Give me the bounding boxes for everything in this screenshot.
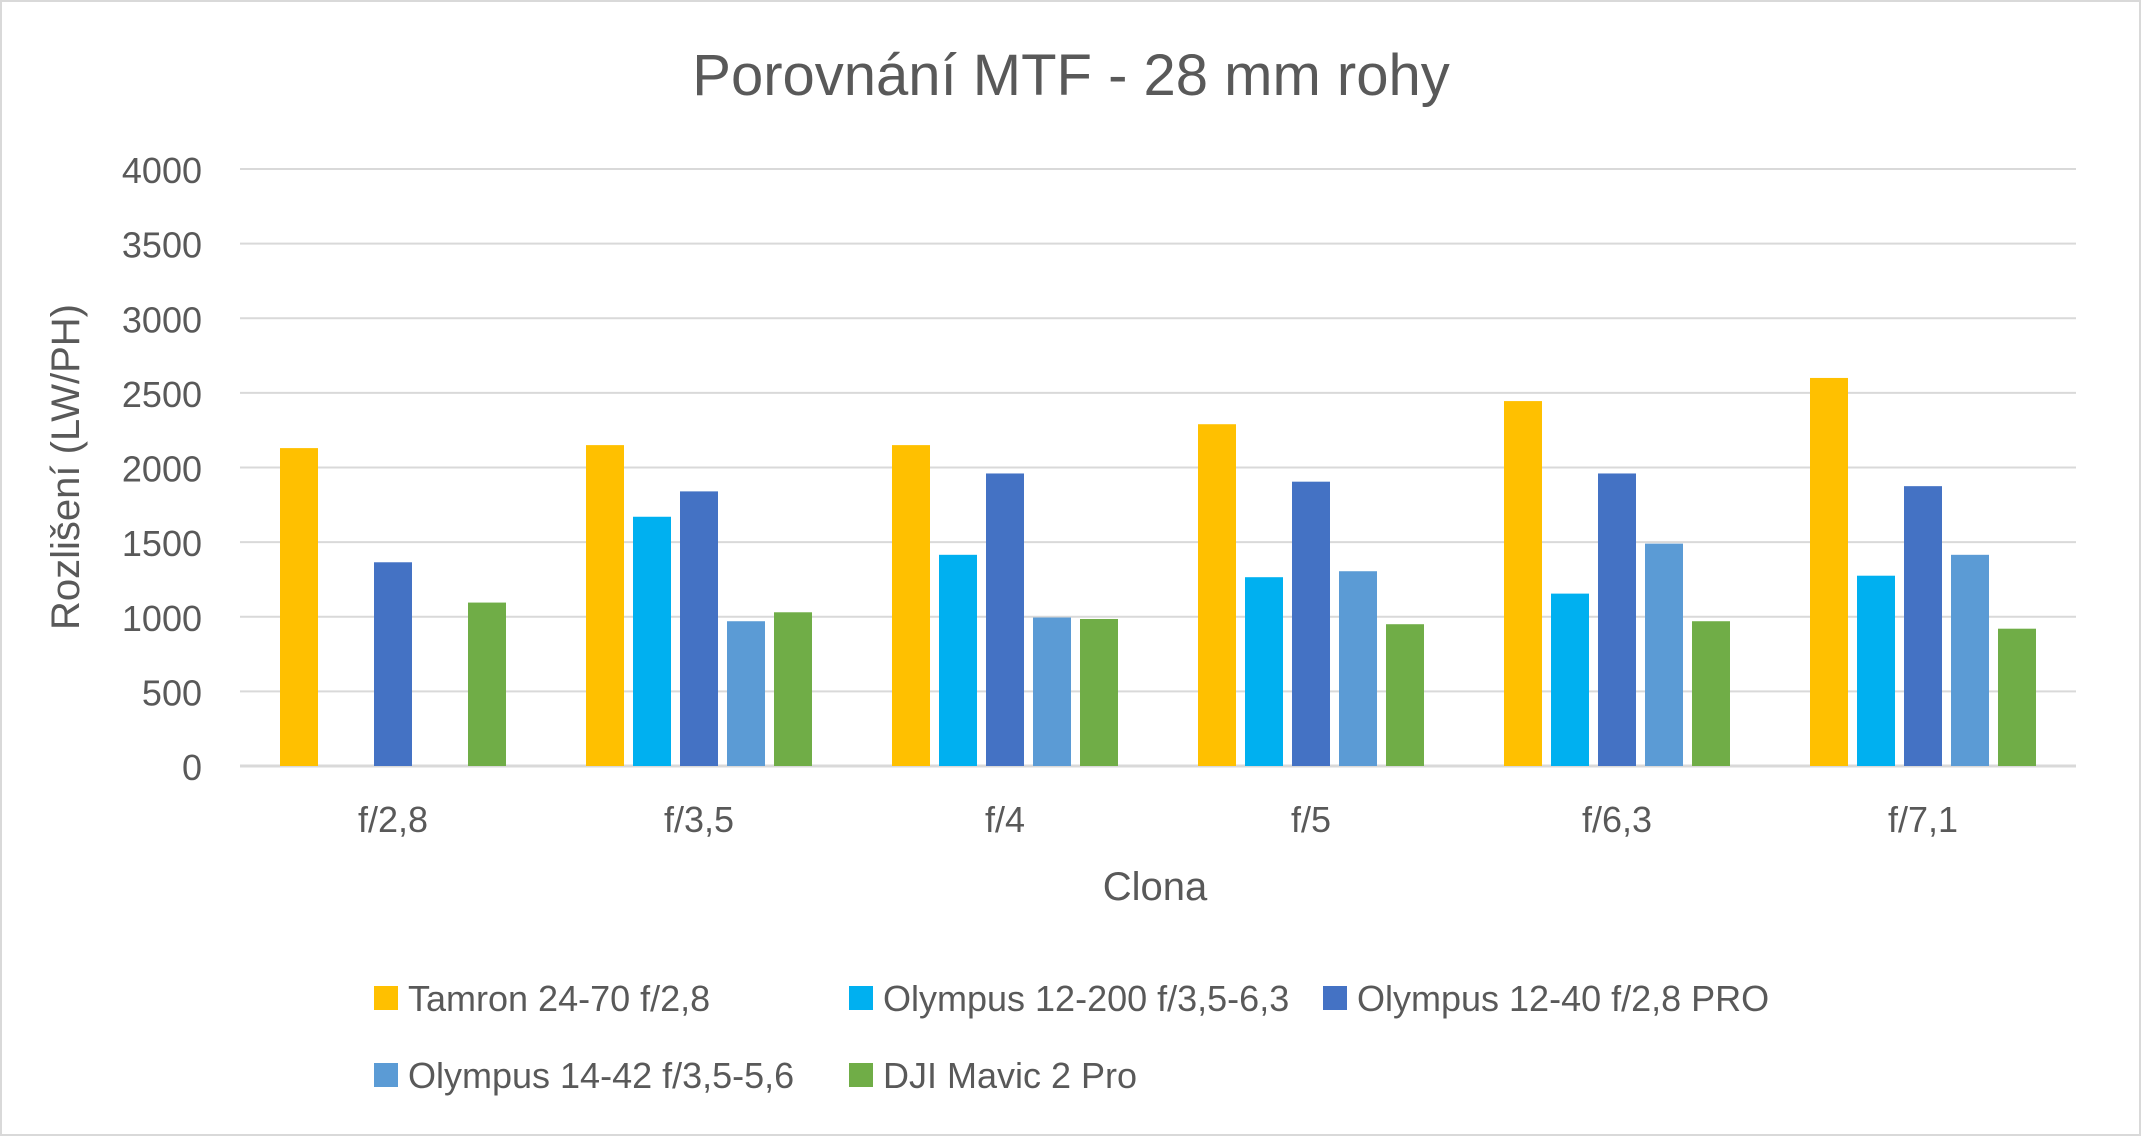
legend-entry: Olympus 12-40 f/2,8 PRO [1323, 978, 1769, 1019]
bar [1080, 618, 1118, 766]
bar [1810, 377, 1848, 766]
x-tick-label: f/6,3 [1582, 799, 1652, 840]
gridlines [240, 168, 2076, 768]
bar [727, 621, 765, 766]
x-axis-label: Clona [1103, 865, 1208, 909]
y-tick-label: 3500 [122, 225, 202, 266]
legend-label: Olympus 12-40 f/2,8 PRO [1357, 978, 1769, 1019]
y-tick-label: 1500 [122, 523, 202, 564]
x-tick-label: f/7,1 [1888, 799, 1958, 840]
y-tick-label: 4000 [122, 150, 202, 191]
y-axis-ticks: 0 500 1000 1500 2000 2500 3000 3500 4000 [122, 150, 202, 788]
bar [1198, 424, 1236, 766]
bar [1857, 575, 1895, 766]
y-tick-label: 1000 [122, 598, 202, 639]
legend-swatch [849, 1063, 873, 1087]
legend-entry: Olympus 12-200 f/3,5-6,3 [849, 978, 1289, 1019]
bar [1598, 473, 1636, 766]
bar [633, 516, 671, 766]
legend: Tamron 24-70 f/2,8 Olympus 12-200 f/3,5-6… [374, 978, 1769, 1096]
bar [939, 554, 977, 766]
legend-swatch [1323, 986, 1347, 1010]
bar [892, 445, 930, 766]
bar [1904, 486, 1942, 766]
y-tick-label: 3000 [122, 299, 202, 340]
chart-title: Porovnání MTF - 28 mm rohy [692, 43, 1449, 108]
bar [774, 612, 812, 766]
x-axis-ticks: f/2,8 f/3,5 f/4 f/5 f/6,3 f/7,1 [358, 799, 1958, 840]
x-tick-label: f/4 [985, 799, 1025, 840]
x-tick-label: f/2,8 [358, 799, 428, 840]
legend-label: Tamron 24-70 f/2,8 [408, 978, 710, 1019]
bar [280, 448, 318, 766]
legend-swatch [374, 1063, 398, 1087]
bar [1692, 621, 1730, 766]
bar [1033, 617, 1071, 766]
bars [280, 377, 2036, 766]
bar [586, 445, 624, 766]
legend-entry: Tamron 24-70 f/2,8 [374, 978, 710, 1019]
legend-label: DJI Mavic 2 Pro [883, 1055, 1137, 1096]
bar [1292, 481, 1330, 766]
bar [1504, 401, 1542, 766]
bar [1998, 628, 2036, 766]
y-tick-label: 0 [182, 747, 202, 788]
bar [1645, 543, 1683, 766]
legend-label: Olympus 12-200 f/3,5-6,3 [883, 978, 1289, 1019]
bar [374, 562, 412, 766]
x-tick-label: f/5 [1291, 799, 1331, 840]
legend-label: Olympus 14-42 f/3,5-5,6 [408, 1055, 794, 1096]
legend-swatch [374, 986, 398, 1010]
bar [1951, 554, 1989, 766]
bar [1339, 571, 1377, 766]
bar [1386, 624, 1424, 766]
x-tick-label: f/3,5 [664, 799, 734, 840]
legend-entry: Olympus 14-42 f/3,5-5,6 [374, 1055, 794, 1096]
bar [986, 473, 1024, 766]
legend-entry: DJI Mavic 2 Pro [849, 1055, 1137, 1096]
bar [1551, 593, 1589, 766]
y-tick-label: 2500 [122, 374, 202, 415]
y-tick-label: 2000 [122, 449, 202, 490]
legend-swatch [849, 986, 873, 1010]
bar [468, 602, 506, 766]
bar [1245, 577, 1283, 766]
y-tick-label: 500 [142, 672, 202, 713]
bar [680, 491, 718, 766]
y-axis-label: Rozlišení (LW/PH) [44, 304, 88, 630]
